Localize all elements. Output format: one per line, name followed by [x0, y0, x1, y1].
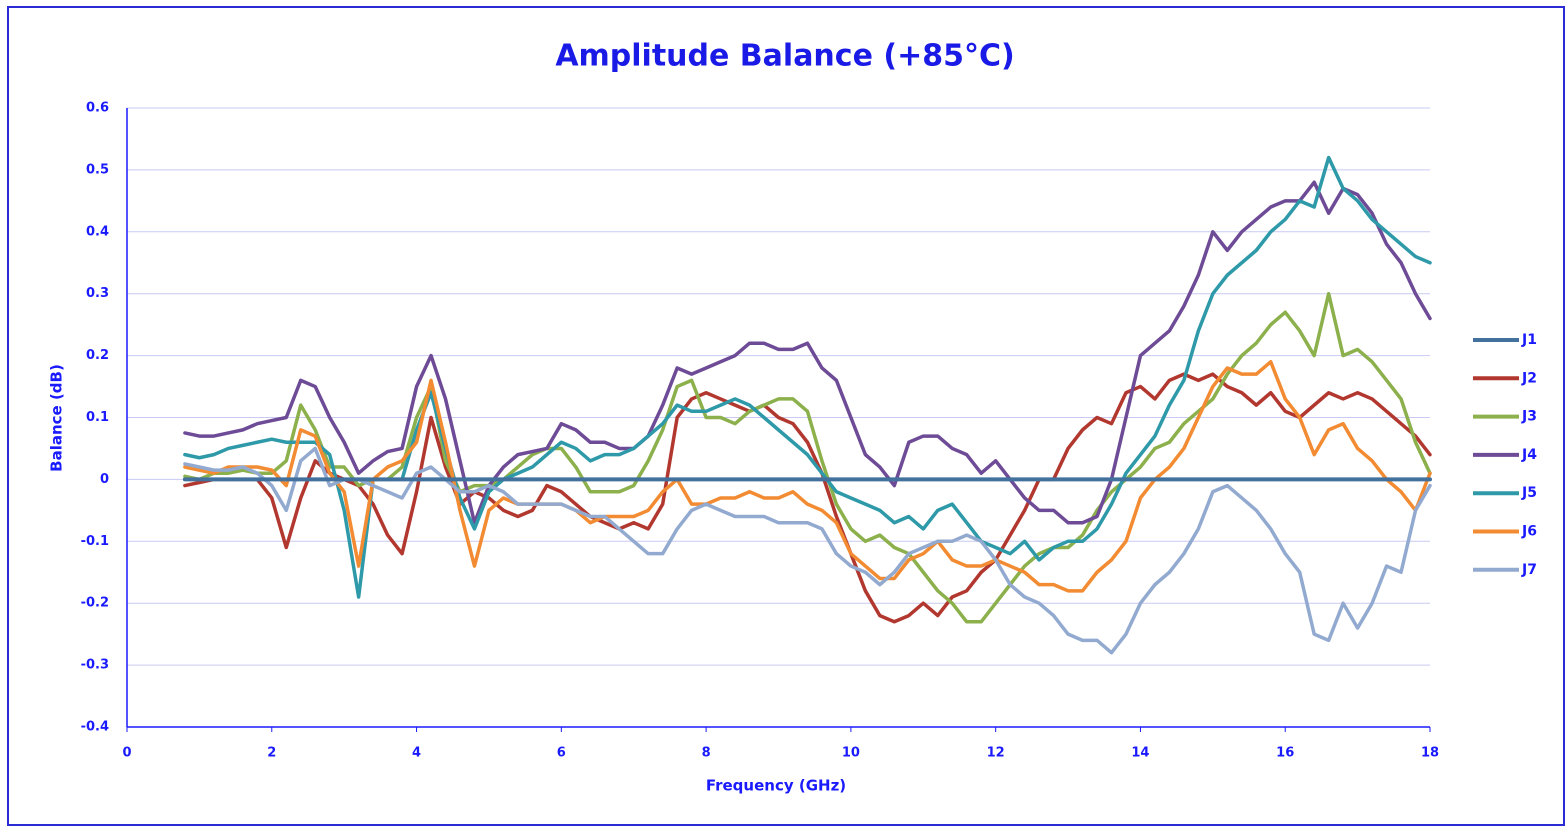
y-tick-label: -0.4 [81, 720, 109, 735]
legend-label: J7 [1521, 562, 1537, 578]
x-tick-label: 8 [702, 746, 711, 761]
series-line [183, 446, 1432, 655]
legend-label: J4 [1521, 447, 1537, 463]
y-tick-label: -0.3 [81, 658, 109, 673]
y-tick-label: 0.4 [86, 224, 109, 239]
legend-label: J6 [1521, 524, 1537, 540]
series-line [183, 291, 1432, 624]
y-tick-label: -0.2 [81, 596, 109, 611]
y-tick-label: 0.1 [86, 410, 109, 425]
y-tick-label: 0.5 [86, 162, 109, 177]
x-tick-label: 14 [1131, 746, 1149, 761]
x-tick-label: 0 [122, 746, 131, 761]
y-tick-label: 0.6 [86, 101, 109, 116]
series-line [183, 180, 1432, 525]
x-tick-label: 10 [842, 746, 860, 761]
legend-label: J1 [1521, 332, 1537, 348]
legend-label: J2 [1521, 370, 1537, 386]
y-tick-label: 0 [100, 472, 109, 487]
y-axis-title: Balance (dB) [48, 364, 66, 472]
plot-lines [182, 155, 1432, 655]
x-tick-label: 18 [1421, 746, 1439, 761]
x-tick-label: 4 [412, 746, 421, 761]
chart-title: Amplitude Balance (+85°C) [555, 39, 1014, 74]
x-tick-label: 2 [267, 746, 276, 761]
x-tick-label: 16 [1276, 746, 1294, 761]
legend-label: J5 [1521, 485, 1537, 501]
chart-frame [7, 6, 1565, 826]
y-tick-label: 0.3 [86, 286, 109, 301]
x-tick-label: 12 [987, 746, 1005, 761]
series-line [183, 360, 1432, 593]
x-axis-title: Frequency (GHz) [706, 777, 846, 795]
legend-label: J3 [1521, 409, 1537, 425]
y-tick-label: 0.2 [86, 348, 109, 363]
y-tick-label: -0.1 [81, 534, 109, 549]
x-tick-label: 6 [557, 746, 566, 761]
legend: J1 J2 J3 J4 J5 J6 J7 [1473, 332, 1537, 578]
